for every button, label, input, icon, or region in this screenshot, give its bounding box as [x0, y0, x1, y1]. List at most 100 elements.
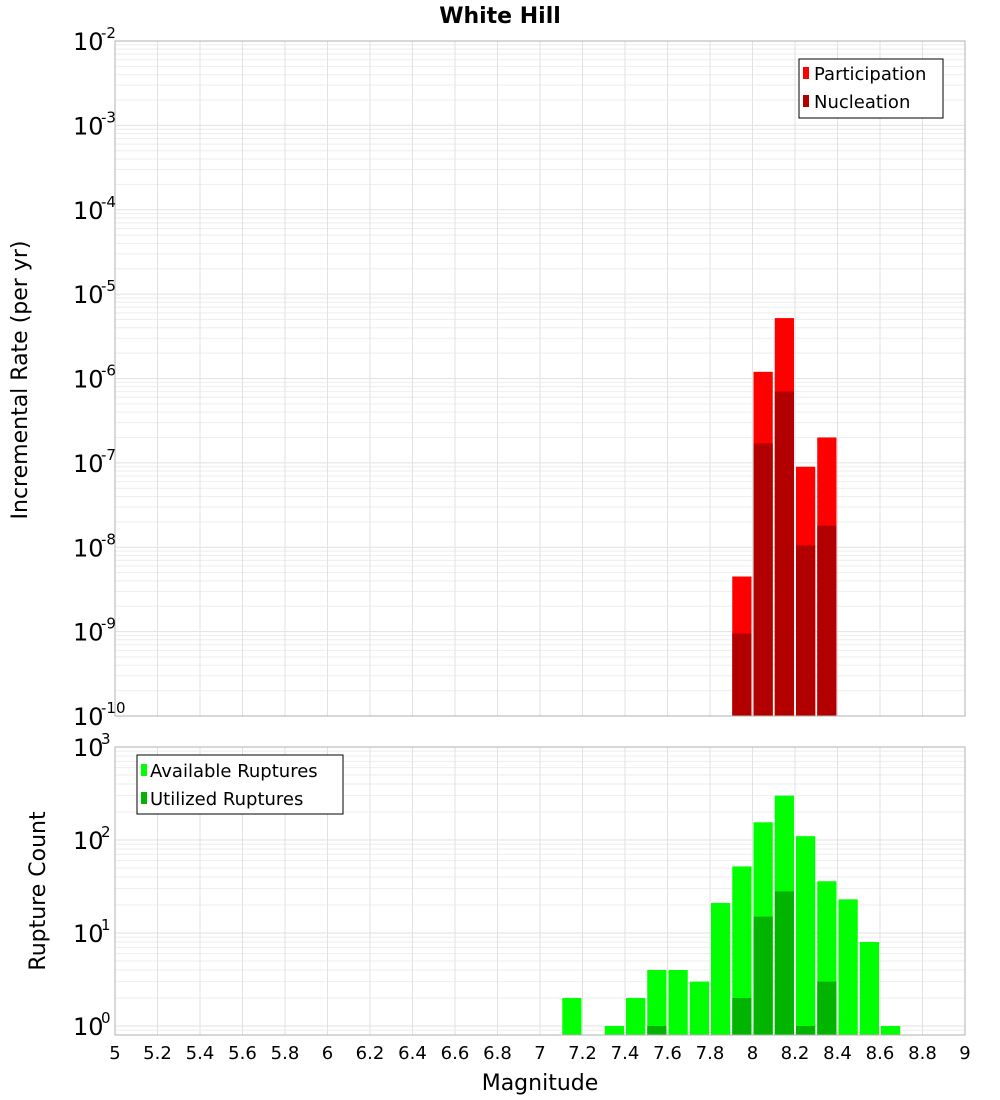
rate-y-tick-label: 10-6 [73, 362, 116, 394]
participation-legend-swatch [803, 67, 809, 79]
rate-y-tick-exponent: -10 [101, 699, 126, 717]
count-bars [562, 795, 901, 1035]
nucleation-legend-swatch [803, 95, 809, 107]
count-legend-box [136, 754, 344, 815]
nucleation-bar [732, 633, 752, 716]
rate-y-tick-base: 10 [73, 112, 104, 140]
rate-y-tick-exponent: -5 [101, 277, 116, 295]
magnitude-tick-label: 8.4 [823, 1043, 852, 1064]
rate-bars [732, 318, 837, 716]
rate-y-tick-exponent: -4 [101, 193, 116, 211]
available-ruptures-bar [647, 969, 667, 1035]
count-y-tick-base: 10 [73, 1013, 104, 1041]
magnitude-tick-label: 6.4 [398, 1043, 427, 1064]
rate-legend-box [798, 58, 944, 119]
available-legend-label: Available Ruptures [150, 761, 318, 782]
magnitude-tick-label: 7.6 [653, 1043, 682, 1064]
rate-y-tick-exponent: -6 [101, 362, 116, 380]
rate-y-tick-label: 10-8 [73, 530, 116, 562]
rate-y-tick-base: 10 [73, 619, 104, 647]
available-ruptures-bar [689, 981, 709, 1035]
magnitude-tick-label: 5.8 [271, 1043, 300, 1064]
utilized-ruptures-bar [796, 1025, 816, 1035]
magnitude-tick-label: 5.6 [228, 1043, 257, 1064]
rate-y-tick-label: 10-2 [73, 24, 116, 56]
utilized-legend-label: Utilized Ruptures [150, 789, 303, 810]
magnitude-tick-label: 7.2 [568, 1043, 597, 1064]
utilized-ruptures-bar [774, 891, 794, 1035]
count-y-tick-exponent: 2 [101, 823, 111, 841]
rate-y-tick-label: 10-3 [73, 108, 116, 140]
count-y-tick-exponent: 1 [101, 916, 111, 934]
rate-y-tick-label: 10-10 [73, 699, 126, 731]
available-ruptures-bar [562, 997, 582, 1035]
nucleation-bar [774, 391, 794, 716]
rate-y-tick-label: 10-5 [73, 277, 116, 309]
magnitude-tick-label: 5.4 [186, 1043, 215, 1064]
magnitude-tick-label: 6 [322, 1043, 333, 1064]
count-y-tick-label: 103 [73, 730, 111, 762]
rate-y-tick-base: 10 [73, 534, 104, 562]
magnitude-tick-label: 6.6 [441, 1043, 470, 1064]
rate-legend: Participation Nucleation [798, 58, 944, 119]
magnitude-tick-label: 8 [747, 1043, 758, 1064]
available-ruptures-bar [838, 899, 858, 1035]
magnitude-tick-label: 6.8 [483, 1043, 512, 1064]
rate-y-tick-base: 10 [73, 28, 104, 56]
available-ruptures-bar [796, 836, 816, 1035]
rate-y-tick-base: 10 [73, 281, 104, 309]
count-y-tick-base: 10 [73, 920, 104, 948]
utilized-ruptures-bar [817, 981, 837, 1035]
count-y-tick-base: 10 [73, 734, 104, 762]
rate-y-tick-label: 10-7 [73, 446, 116, 478]
magnitude-tick-label: 9 [959, 1043, 970, 1064]
rate-plot-frame [114, 40, 966, 717]
count-legend: Available Ruptures Utilized Ruptures [136, 754, 344, 815]
nucleation-bar [796, 545, 816, 716]
available-ruptures-bar [604, 1025, 624, 1035]
magnitude-x-axis-label: Magnitude [482, 1071, 599, 1096]
available-ruptures-bar [668, 969, 688, 1035]
count-plot-frame [114, 746, 966, 1036]
magnitude-tick-label: 5 [109, 1043, 120, 1064]
magnitude-tick-label: 8.8 [908, 1043, 937, 1064]
participation-legend-label: Participation [814, 64, 926, 85]
magnitude-tick-label: 7.4 [611, 1043, 640, 1064]
utilized-ruptures-bar [753, 916, 773, 1035]
magnitude-tick-label: 5.2 [143, 1043, 172, 1064]
nucleation-bar [753, 443, 773, 716]
rate-y-tick-exponent: -7 [101, 446, 116, 464]
magnitude-tick-label: 8.2 [781, 1043, 810, 1064]
rate-y-tick-base: 10 [73, 197, 104, 225]
available-ruptures-bar [732, 866, 752, 1035]
count-y-tick-label: 101 [73, 916, 111, 948]
rate-y-tick-base: 10 [73, 366, 104, 394]
available-ruptures-bar [881, 1025, 901, 1035]
count-y-axis-label: Rupture Count [26, 811, 51, 971]
rate-y-tick-base: 10 [73, 703, 104, 731]
count-y-tick-exponent: 0 [101, 1009, 111, 1027]
magnitude-tick-label: 8.6 [866, 1043, 895, 1064]
rate-y-tick-exponent: -8 [101, 530, 116, 548]
magnitude-tick-label: 6.2 [356, 1043, 385, 1064]
rate-y-tick-label: 10-9 [73, 615, 116, 647]
rate-y-tick-label: 10-4 [73, 193, 116, 225]
count-y-tick-label: 102 [73, 823, 111, 855]
available-legend-swatch [141, 764, 147, 776]
magnitude-x-ticks: 5 5.2 5.4 5.6 5.8 6 6.2 6.4 6.6 6.8 7 7.2 7.4 7.6 7.8 8… [109, 1043, 970, 1064]
chart-title: White Hill [439, 4, 561, 29]
available-ruptures-bar [626, 997, 646, 1035]
nucleation-legend-label: Nucleation [814, 92, 910, 113]
available-ruptures-bar [859, 942, 879, 1035]
rate-y-tick-exponent: -3 [101, 108, 116, 126]
utilized-ruptures-bar [732, 997, 752, 1035]
rate-y-tick-base: 10 [73, 450, 104, 478]
nucleation-bar [817, 525, 837, 716]
rate-y-tick-exponent: -2 [101, 24, 116, 42]
utilized-ruptures-bar [647, 1025, 667, 1035]
